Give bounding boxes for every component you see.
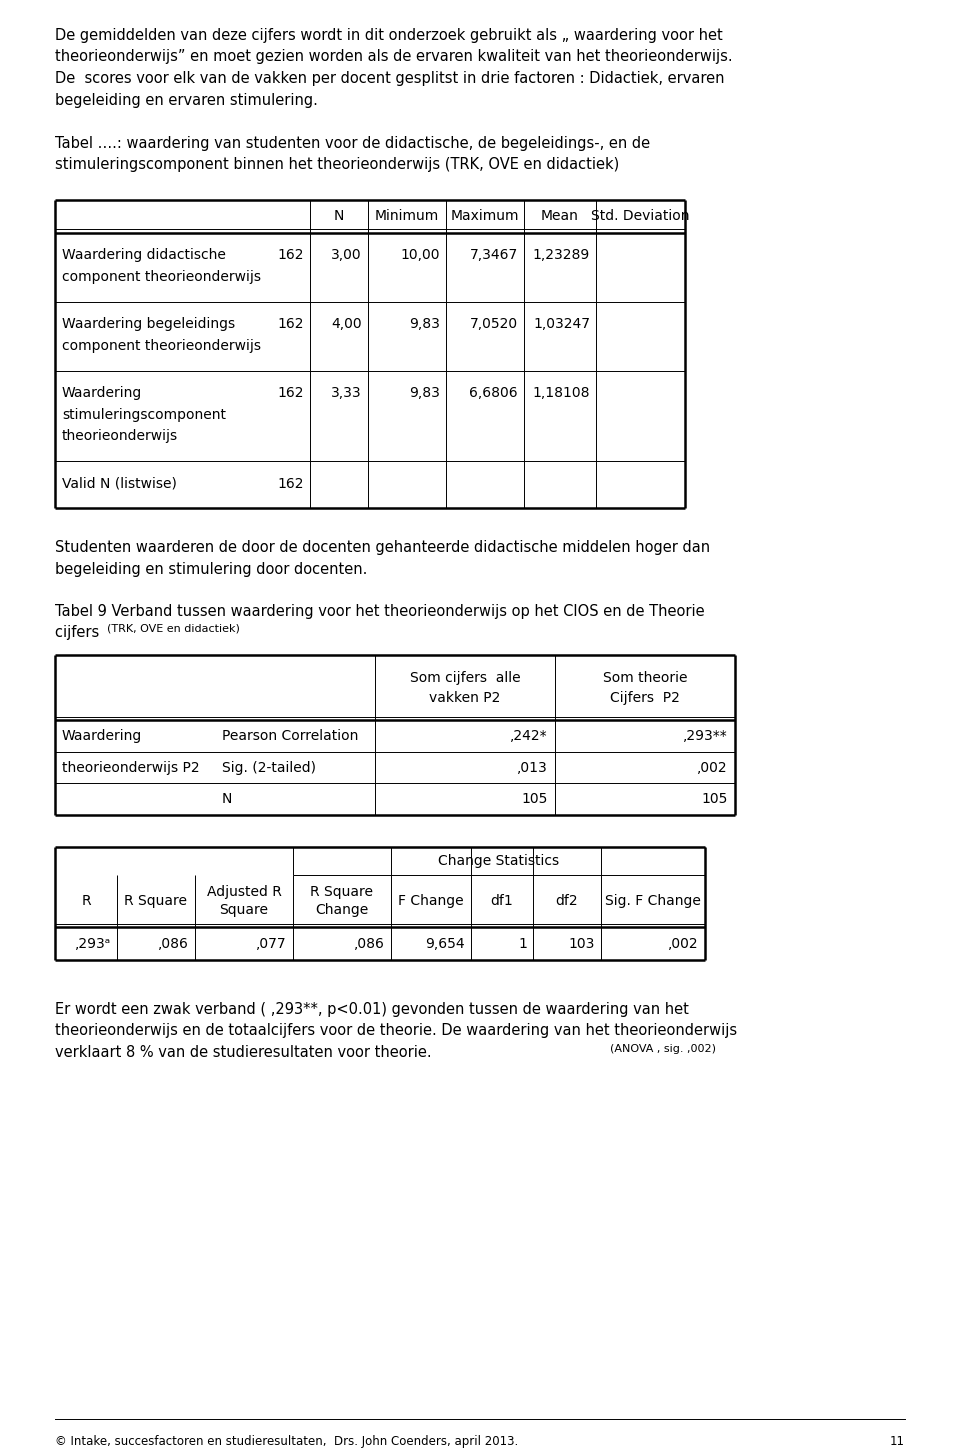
Text: (ANOVA , sig. ,002): (ANOVA , sig. ,002) — [610, 1045, 716, 1055]
Text: Som cijfers  alle
vakken P2: Som cijfers alle vakken P2 — [410, 671, 520, 706]
Text: ,013: ,013 — [517, 761, 548, 774]
Text: component theorieonderwijs: component theorieonderwijs — [62, 339, 261, 352]
Text: 1: 1 — [518, 937, 527, 950]
Text: theorieonderwijs P2: theorieonderwijs P2 — [62, 761, 200, 774]
Text: theorieonderwijs: theorieonderwijs — [62, 429, 179, 444]
Text: 10,00: 10,00 — [400, 249, 440, 262]
Text: 7,3467: 7,3467 — [469, 249, 518, 262]
Text: Minimum: Minimum — [374, 210, 439, 223]
Text: Maximum: Maximum — [451, 210, 519, 223]
Text: 3,33: 3,33 — [331, 386, 362, 400]
Text: 162: 162 — [277, 317, 304, 332]
Text: Mean: Mean — [541, 210, 579, 223]
Text: De  scores voor elk van de vakken per docent gesplitst in drie factoren : Didact: De scores voor elk van de vakken per doc… — [55, 71, 725, 86]
Text: Studenten waarderen de door de docenten gehanteerde didactische middelen hoger d: Studenten waarderen de door de docenten … — [55, 540, 710, 556]
Text: Waardering didactische: Waardering didactische — [62, 249, 226, 262]
Text: Sig. (2-tailed): Sig. (2-tailed) — [222, 761, 316, 774]
Text: stimuleringscomponent: stimuleringscomponent — [62, 407, 226, 422]
Text: F Change: F Change — [398, 893, 464, 908]
Text: stimuleringscomponent binnen het theorieonderwijs (TRK, OVE en didactiek): stimuleringscomponent binnen het theorie… — [55, 157, 619, 173]
Text: ,002: ,002 — [668, 937, 699, 950]
Text: ,002: ,002 — [697, 761, 728, 774]
Text: 105: 105 — [702, 793, 728, 806]
Text: Adjusted R
Square: Adjusted R Square — [206, 885, 281, 917]
Text: ,293**: ,293** — [684, 729, 728, 744]
Text: 162: 162 — [277, 249, 304, 262]
Text: Pearson Correlation: Pearson Correlation — [222, 729, 358, 744]
Text: 6,6806: 6,6806 — [469, 386, 518, 400]
Text: Waardering: Waardering — [62, 729, 142, 744]
Text: (TRK, OVE en didactiek): (TRK, OVE en didactiek) — [107, 624, 240, 634]
Text: theorieonderwijs” en moet gezien worden als de ervaren kwaliteit van het theorie: theorieonderwijs” en moet gezien worden … — [55, 49, 732, 64]
Text: Sig. F Change: Sig. F Change — [605, 893, 701, 908]
Text: theorieonderwijs en de totaalcijfers voor de theorie. De waardering van het theo: theorieonderwijs en de totaalcijfers voo… — [55, 1023, 737, 1039]
Text: 4,00: 4,00 — [331, 317, 362, 332]
Text: De gemiddelden van deze cijfers wordt in dit onderzoek gebruikt als „ waardering: De gemiddelden van deze cijfers wordt in… — [55, 28, 723, 44]
Text: df1: df1 — [491, 893, 514, 908]
Text: N: N — [334, 210, 345, 223]
Text: R Square
Change: R Square Change — [310, 885, 373, 917]
Text: Valid N (listwise): Valid N (listwise) — [62, 477, 177, 490]
Text: 9,654: 9,654 — [425, 937, 465, 950]
Text: 103: 103 — [568, 937, 595, 950]
Text: ,086: ,086 — [354, 937, 385, 950]
Text: cijfers: cijfers — [55, 626, 104, 640]
Text: N: N — [222, 793, 232, 806]
Text: 3,00: 3,00 — [331, 249, 362, 262]
Text: begeleiding en ervaren stimulering.: begeleiding en ervaren stimulering. — [55, 93, 318, 108]
Text: Change Statistics: Change Statistics — [439, 854, 560, 869]
Text: ,086: ,086 — [158, 937, 189, 950]
Text: 9,83: 9,83 — [409, 317, 440, 332]
Text: 105: 105 — [521, 793, 548, 806]
Text: df2: df2 — [556, 893, 578, 908]
Text: 7,0520: 7,0520 — [469, 317, 518, 332]
Text: component theorieonderwijs: component theorieonderwijs — [62, 269, 261, 284]
Text: ,242*: ,242* — [511, 729, 548, 744]
Text: ,293ᵃ: ,293ᵃ — [75, 937, 111, 950]
Text: Tabel 9 Verband tussen waardering voor het theorieonderwijs op het CIOS en de Th: Tabel 9 Verband tussen waardering voor h… — [55, 604, 705, 618]
Text: R: R — [82, 893, 91, 908]
Text: begeleiding en stimulering door docenten.: begeleiding en stimulering door docenten… — [55, 562, 368, 578]
Text: Er wordt een zwak verband ( ,293**, p<0.01) gevonden tussen de waardering van he: Er wordt een zwak verband ( ,293**, p<0.… — [55, 1002, 689, 1017]
Text: verklaart 8 % van de studieresultaten voor theorie.: verklaart 8 % van de studieresultaten vo… — [55, 1045, 432, 1061]
Text: 162: 162 — [277, 477, 304, 490]
Text: Waardering begeleidings: Waardering begeleidings — [62, 317, 235, 332]
Text: © Intake, succesfactoren en studieresultaten,  Drs. John Coenders, april 2013.: © Intake, succesfactoren en studieresult… — [55, 1435, 518, 1448]
Text: Tabel ….: waardering van studenten voor de didactische, de begeleidings-, en de: Tabel ….: waardering van studenten voor … — [55, 135, 650, 151]
Text: Waardering: Waardering — [62, 386, 142, 400]
Text: Som theorie
Cijfers  P2: Som theorie Cijfers P2 — [603, 671, 687, 706]
Text: R Square: R Square — [125, 893, 187, 908]
Text: 1,18108: 1,18108 — [533, 386, 590, 400]
Text: 162: 162 — [277, 386, 304, 400]
Text: 11: 11 — [890, 1435, 905, 1448]
Text: Std. Deviation: Std. Deviation — [591, 210, 689, 223]
Text: ,077: ,077 — [256, 937, 287, 950]
Text: 1,03247: 1,03247 — [533, 317, 590, 332]
Text: 9,83: 9,83 — [409, 386, 440, 400]
Text: 1,23289: 1,23289 — [533, 249, 590, 262]
